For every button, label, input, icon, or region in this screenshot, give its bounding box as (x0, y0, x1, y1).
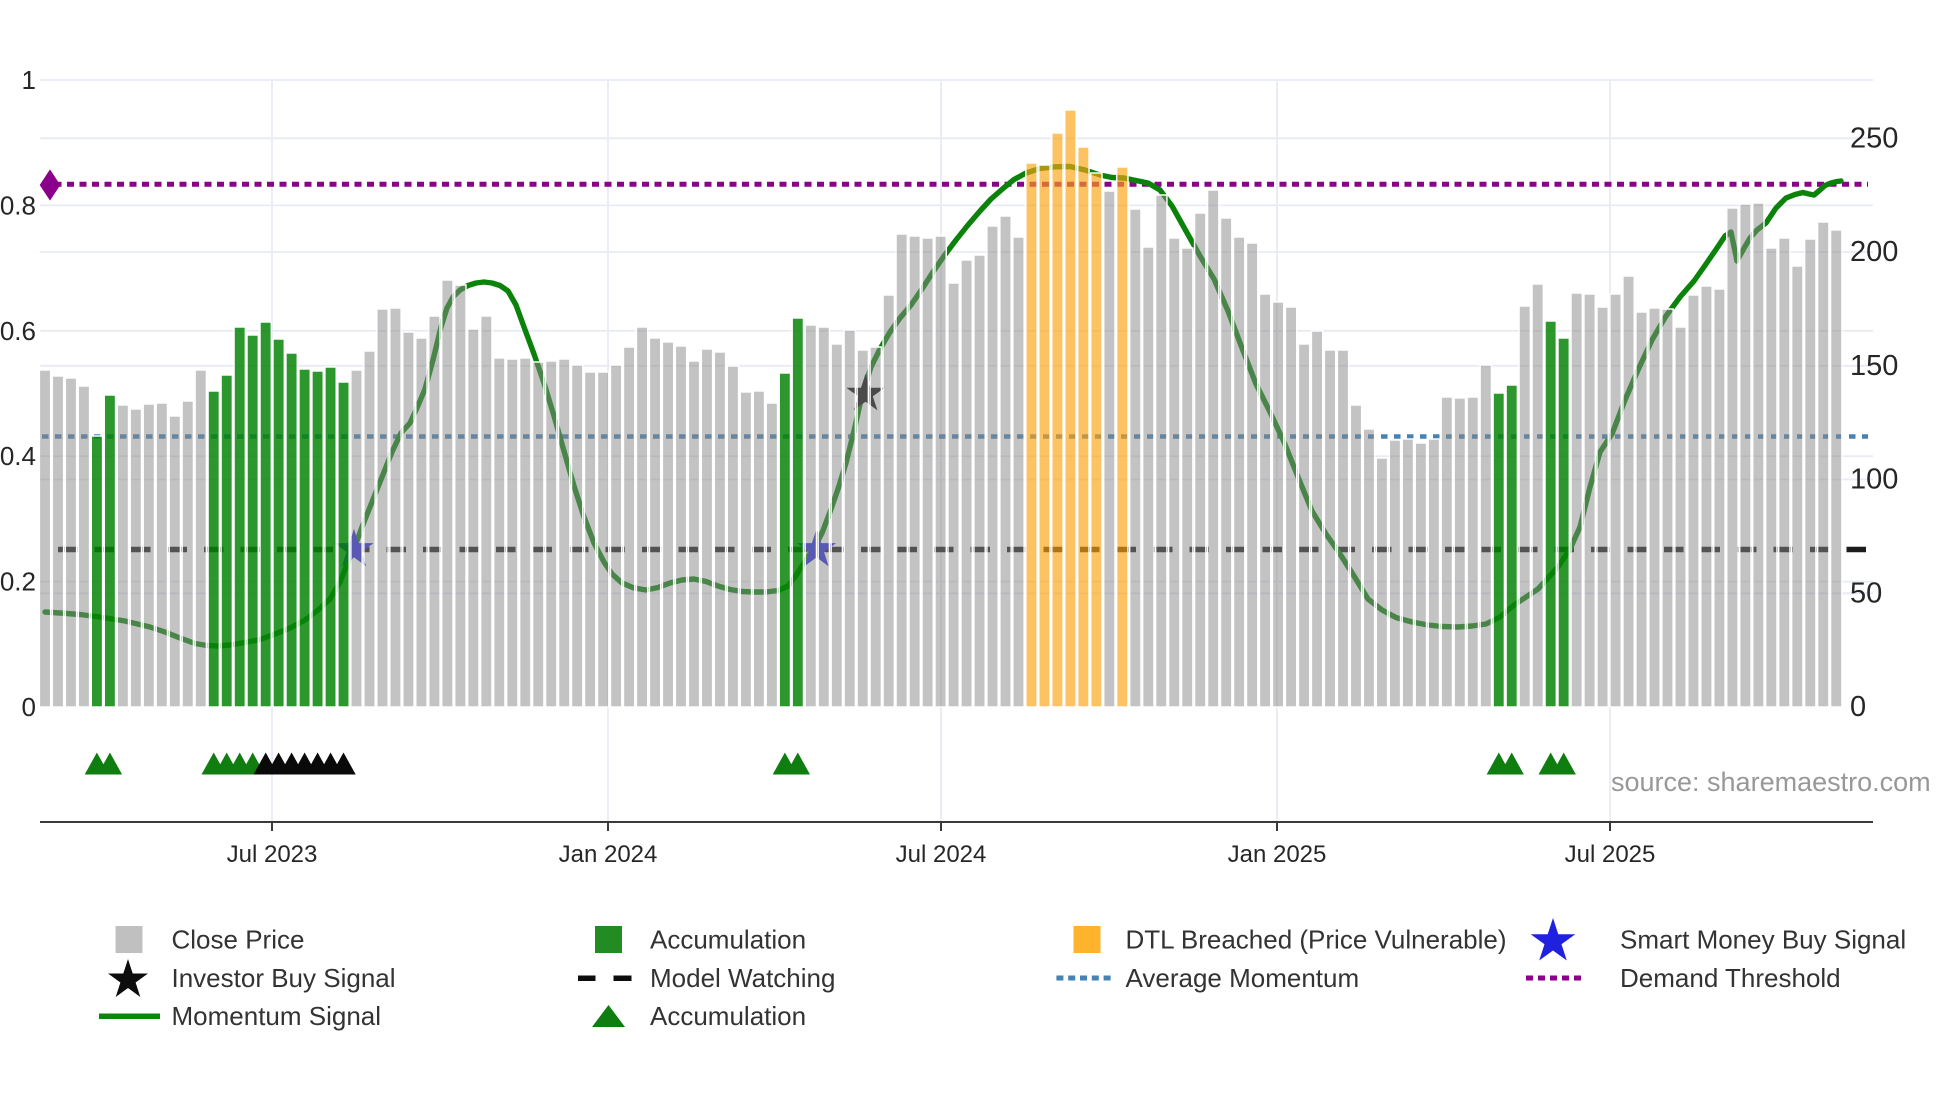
svg-text:100: 100 (1850, 464, 1898, 496)
svg-text:0.2: 0.2 (0, 567, 36, 597)
svg-text:Smart Money Buy Signal: Smart Money Buy Signal (1620, 925, 1906, 955)
svg-text:Jul 2025: Jul 2025 (1565, 841, 1656, 868)
svg-text:Close Price: Close Price (172, 925, 305, 955)
svg-text:Investor Buy Signal: Investor Buy Signal (172, 963, 396, 993)
svg-text:1: 1 (22, 65, 36, 95)
svg-text:Model Watching: Model Watching (650, 963, 835, 993)
svg-text:0: 0 (22, 692, 36, 722)
svg-text:Jul 2024: Jul 2024 (896, 841, 987, 868)
svg-text:Accumulation: Accumulation (650, 925, 806, 955)
svg-text:0.6: 0.6 (0, 316, 36, 346)
svg-text:Jan 2024: Jan 2024 (559, 841, 658, 868)
svg-text:Jul 2023: Jul 2023 (227, 841, 318, 868)
svg-text:0.8: 0.8 (0, 190, 36, 220)
svg-text:250: 250 (1850, 122, 1898, 154)
svg-text:Demand Threshold: Demand Threshold (1620, 963, 1841, 993)
svg-text:Momentum Signal: Momentum Signal (172, 1001, 382, 1031)
svg-text:source: sharemaestro.com: source: sharemaestro.com (1611, 767, 1931, 797)
svg-text:Average Momentum: Average Momentum (1126, 963, 1360, 993)
svg-text:150: 150 (1850, 350, 1898, 382)
svg-text:DTL Breached (Price Vulnerable: DTL Breached (Price Vulnerable) (1126, 925, 1507, 955)
svg-text:Jan 2025: Jan 2025 (1228, 841, 1327, 868)
svg-text:Accumulation: Accumulation (650, 1001, 806, 1031)
svg-text:200: 200 (1850, 236, 1898, 268)
svg-text:50: 50 (1850, 577, 1882, 609)
svg-text:0.4: 0.4 (0, 441, 36, 471)
svg-text:0: 0 (1850, 691, 1866, 723)
